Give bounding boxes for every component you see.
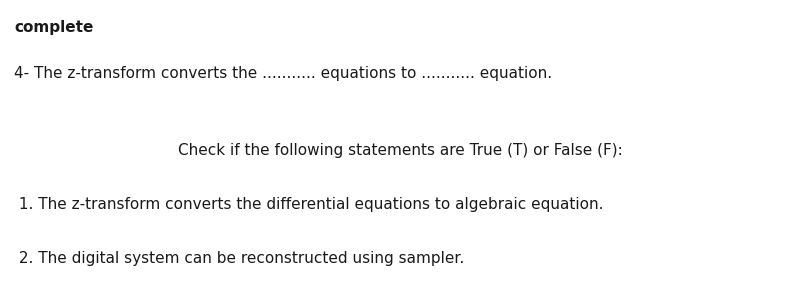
Text: Check if the following statements are True (T) or False (F):: Check if the following statements are Tr… (178, 143, 622, 158)
Text: 4- The z-transform converts the ........... equations to ........... equation.: 4- The z-transform converts the ........… (14, 66, 553, 81)
Text: 2. The digital system can be reconstructed using sampler.: 2. The digital system can be reconstruct… (14, 251, 465, 266)
Text: 1. The z-transform converts the differential equations to algebraic equation.: 1. The z-transform converts the differen… (14, 197, 604, 212)
Text: complete: complete (14, 20, 94, 35)
